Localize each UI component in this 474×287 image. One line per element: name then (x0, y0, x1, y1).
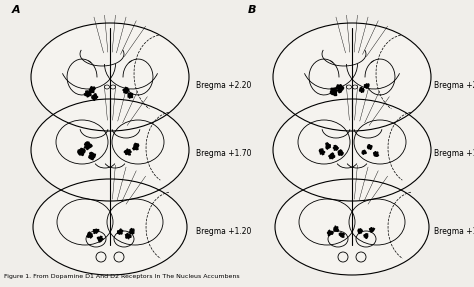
Polygon shape (78, 148, 85, 156)
Polygon shape (367, 145, 372, 150)
Ellipse shape (34, 180, 186, 274)
Polygon shape (328, 230, 333, 236)
Polygon shape (89, 87, 95, 92)
Polygon shape (128, 93, 133, 98)
Polygon shape (126, 233, 131, 239)
Ellipse shape (32, 24, 188, 130)
Polygon shape (87, 232, 92, 238)
Polygon shape (84, 142, 92, 150)
Text: Bregma +2.20: Bregma +2.20 (196, 82, 251, 90)
Polygon shape (358, 229, 362, 233)
Polygon shape (129, 228, 134, 234)
Polygon shape (374, 151, 378, 156)
Polygon shape (330, 88, 337, 96)
Polygon shape (334, 226, 338, 231)
Polygon shape (362, 150, 366, 154)
Text: B: B (248, 5, 256, 15)
Polygon shape (360, 88, 364, 92)
Polygon shape (84, 91, 91, 97)
Ellipse shape (276, 180, 428, 274)
Text: Bregma +1.20: Bregma +1.20 (196, 226, 251, 236)
Polygon shape (338, 150, 343, 155)
Text: Bregma +1.20: Bregma +1.20 (434, 226, 474, 236)
Text: A: A (12, 5, 21, 15)
Polygon shape (89, 152, 95, 160)
Polygon shape (370, 227, 374, 232)
Polygon shape (92, 94, 98, 100)
Polygon shape (328, 153, 335, 159)
Polygon shape (123, 87, 129, 93)
Text: Bregma +2.20: Bregma +2.20 (434, 82, 474, 90)
Polygon shape (326, 143, 330, 149)
Polygon shape (133, 144, 139, 150)
Polygon shape (118, 229, 123, 234)
Polygon shape (124, 149, 131, 155)
Ellipse shape (274, 100, 430, 200)
Ellipse shape (32, 100, 188, 200)
Polygon shape (336, 85, 344, 93)
Polygon shape (333, 146, 338, 150)
Ellipse shape (274, 24, 430, 130)
Text: Bregma +1.70: Bregma +1.70 (196, 150, 252, 158)
Polygon shape (365, 84, 369, 88)
Polygon shape (97, 236, 103, 242)
Polygon shape (93, 229, 99, 234)
Text: Bregma +1.70: Bregma +1.70 (434, 150, 474, 158)
Text: Figure 1. From Dopamine D1 And D2 Receptors In The Nucleus Accumbens: Figure 1. From Dopamine D1 And D2 Recept… (4, 274, 240, 279)
Polygon shape (319, 149, 325, 155)
Polygon shape (364, 234, 368, 238)
Polygon shape (339, 233, 345, 237)
